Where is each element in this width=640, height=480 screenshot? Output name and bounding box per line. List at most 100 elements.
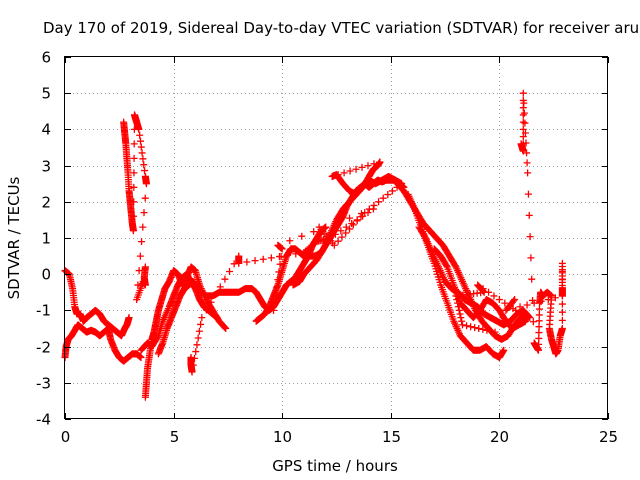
data-point — [458, 321, 466, 329]
data-point — [517, 310, 525, 318]
data-point — [535, 305, 543, 313]
data-point — [273, 283, 281, 291]
data-point — [286, 237, 294, 245]
data-point — [292, 250, 300, 258]
data-point — [342, 229, 350, 237]
data-point — [519, 125, 527, 133]
data-point — [322, 223, 330, 231]
data-point — [527, 254, 535, 262]
data-point — [130, 154, 138, 162]
data-point — [379, 194, 387, 202]
data-point — [197, 320, 205, 328]
series-trace-n-outliers — [187, 205, 377, 376]
data-point — [310, 228, 318, 236]
data-point — [130, 169, 138, 177]
data-point — [495, 296, 503, 304]
data-point — [452, 292, 460, 300]
data-point — [535, 329, 543, 337]
data-point — [463, 322, 471, 330]
data-point — [388, 187, 396, 195]
data-point — [326, 234, 334, 242]
data-point — [137, 143, 145, 151]
data-point — [274, 276, 282, 284]
data-point — [364, 162, 372, 170]
data-point — [535, 311, 543, 319]
data-point — [189, 361, 197, 369]
data-point — [551, 294, 559, 302]
data-point — [202, 306, 210, 314]
plot-frame — [64, 56, 608, 419]
data-point — [267, 254, 275, 262]
data-point — [195, 327, 203, 335]
data-points — [61, 89, 566, 401]
data-point — [516, 303, 524, 311]
data-point — [451, 262, 459, 270]
data-point — [130, 140, 138, 148]
data-point — [458, 317, 466, 325]
data-point — [271, 299, 279, 307]
series-trace-b-morning — [61, 321, 145, 365]
data-point — [456, 310, 464, 318]
data-point — [194, 334, 202, 342]
data-point — [522, 139, 530, 147]
data-point — [136, 137, 144, 145]
data-point — [298, 232, 306, 240]
data-point — [138, 238, 146, 246]
data-point — [331, 230, 339, 238]
data-point — [454, 303, 462, 311]
data-point — [270, 306, 278, 314]
data-point — [524, 169, 532, 177]
data-point — [130, 212, 138, 220]
data-point — [511, 296, 519, 304]
data-point — [135, 267, 143, 275]
data-point — [259, 255, 267, 263]
y-tick-label: 0 — [41, 266, 51, 284]
data-point — [520, 99, 528, 107]
y-tick-labels: -4 -3 -2 -1 0 1 2 3 4 5 6 — [36, 49, 51, 429]
data-point — [272, 291, 280, 299]
data-point — [136, 252, 144, 260]
chart-title: Day 170 of 2019, Sidereal Day-to-day VTE… — [43, 19, 640, 37]
data-point — [364, 209, 372, 217]
series-trace-a-morning — [61, 267, 133, 340]
data-point — [501, 299, 509, 307]
y-tick-label: -2 — [36, 339, 51, 357]
data-point — [537, 297, 545, 305]
data-point — [251, 257, 259, 265]
data-point — [471, 324, 479, 332]
series-trace-f-midday — [154, 223, 330, 358]
data-point — [192, 348, 200, 356]
data-point — [453, 296, 461, 304]
data-point — [467, 323, 475, 331]
data-point — [509, 305, 517, 313]
data-point — [523, 149, 531, 157]
data-point — [526, 233, 534, 241]
data-point — [191, 354, 199, 362]
data-point — [519, 133, 527, 141]
data-point — [193, 341, 201, 349]
data-point — [490, 292, 498, 300]
series-trace-c-spike — [120, 111, 150, 304]
data-point — [130, 198, 138, 206]
data-point — [558, 308, 566, 316]
x-tick-label: 25 — [599, 428, 618, 446]
data-point — [421, 233, 429, 241]
data-point — [491, 328, 499, 336]
data-point — [337, 227, 345, 235]
data-point — [188, 368, 196, 376]
data-point — [319, 246, 327, 254]
data-point — [213, 314, 221, 322]
data-point — [138, 149, 146, 157]
data-point — [340, 169, 348, 177]
data-point — [207, 298, 215, 306]
y-tick-label: 6 — [41, 49, 51, 67]
data-point — [457, 314, 465, 322]
data-point — [521, 119, 529, 127]
data-point — [487, 327, 495, 335]
data-point — [342, 223, 350, 231]
data-point — [226, 267, 234, 275]
x-axis-label: GPS time / hours — [272, 457, 398, 475]
data-point — [135, 125, 143, 133]
data-point — [142, 180, 150, 188]
